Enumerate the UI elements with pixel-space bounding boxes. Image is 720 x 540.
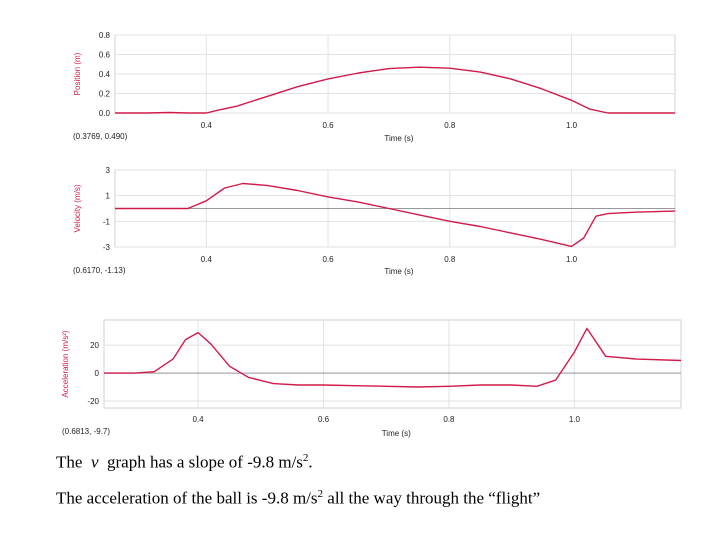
acceleration-x-axis-label: Time (s) (382, 429, 411, 438)
position-graph: 0.0 0.2 0.4 0.6 0.8 0.4 0.6 0.8 1.0 Time (s) Posit… (73, 31, 676, 143)
caption-1-text-end: . (308, 452, 313, 472)
position-y-tick-label: 0.6 (99, 51, 111, 60)
velocity-coordinate-readout: (0.6170, -1.13) (73, 266, 126, 275)
caption-1-text-middle: graph has a slope of -9.8 m/s (106, 452, 303, 472)
acceleration-y-tick-label: -20 (87, 397, 99, 406)
caption-1-exponent: 2 (302, 452, 309, 464)
velocity-y-tick-label: 1 (106, 192, 111, 201)
acceleration-y-axis-label: Acceleration (m/s²) (61, 330, 70, 397)
caption-line-2: The acceleration of the ball is -9.8 m/s… (56, 488, 540, 509)
position-x-tick-label: 0.4 (201, 121, 213, 130)
acceleration-x-tick-label: 0.4 (193, 415, 205, 424)
position-x-axis-label: Time (s) (384, 134, 413, 143)
velocity-y-tick-label: -1 (103, 217, 111, 226)
position-y-tick-label: 0.4 (99, 70, 111, 79)
position-coordinate-readout: (0.3769, 0.490) (73, 132, 128, 141)
position-y-axis-label: Position (m) (73, 52, 82, 95)
acceleration-plot-frame (103, 319, 682, 409)
velocity-y-tick-label: -3 (103, 243, 111, 252)
velocity-y-tick-label: 3 (106, 166, 111, 175)
acceleration-data-line (104, 327, 682, 388)
velocity-x-tick-label: 0.8 (444, 255, 456, 264)
acceleration-x-tick-label: 1.0 (569, 415, 581, 424)
caption-2-exponent: 2 (317, 488, 324, 500)
acceleration-y-tick-label: 20 (90, 341, 99, 350)
velocity-y-axis-label: Velocity (m/s) (73, 184, 82, 232)
velocity-graph: 3 1 -1 -3 0.4 0.6 0.8 1.0 Time (s) Velocity (m/s)… (73, 166, 676, 276)
acceleration-coordinate-readout: (0.6813, -9.7) (62, 427, 110, 436)
caption-2-text-start: The acceleration of the ball is -9.8 m/s (56, 488, 318, 508)
acceleration-x-tick-label: 0.6 (318, 415, 330, 424)
position-x-tick-label: 0.8 (444, 121, 456, 130)
caption-line-1: The v graph has a slope of -9.8 m/s2. (56, 452, 313, 473)
velocity-x-tick-label: 0.4 (201, 255, 213, 264)
graphs-container: 0.0 0.2 0.4 0.6 0.8 0.4 0.6 0.8 1.0 Time (s) Posit… (61, 31, 682, 438)
position-y-tick-label: 0.8 (99, 31, 111, 40)
position-y-tick-label: 0.0 (99, 109, 111, 118)
velocity-data-line (115, 182, 676, 248)
caption-1-text-start: The (56, 452, 83, 472)
caption-2-text-end: all the way through the “flight” (323, 488, 541, 508)
velocity-x-tick-label: 0.6 (322, 255, 334, 264)
acceleration-y-tick-label: 0 (95, 369, 100, 378)
velocity-x-axis-label: Time (s) (384, 267, 413, 276)
position-x-tick-label: 1.0 (566, 121, 578, 130)
caption-1-variable: v (90, 452, 99, 472)
velocity-x-tick-label: 1.0 (566, 255, 578, 264)
acceleration-graph: 20 0 -20 0.4 0.6 0.8 1.0 Time (s) Acceleration (… (61, 319, 682, 438)
acceleration-x-tick-label: 0.8 (443, 415, 455, 424)
position-x-tick-label: 0.6 (322, 121, 334, 130)
position-y-tick-label: 0.2 (99, 90, 111, 99)
position-data-line (115, 66, 675, 114)
